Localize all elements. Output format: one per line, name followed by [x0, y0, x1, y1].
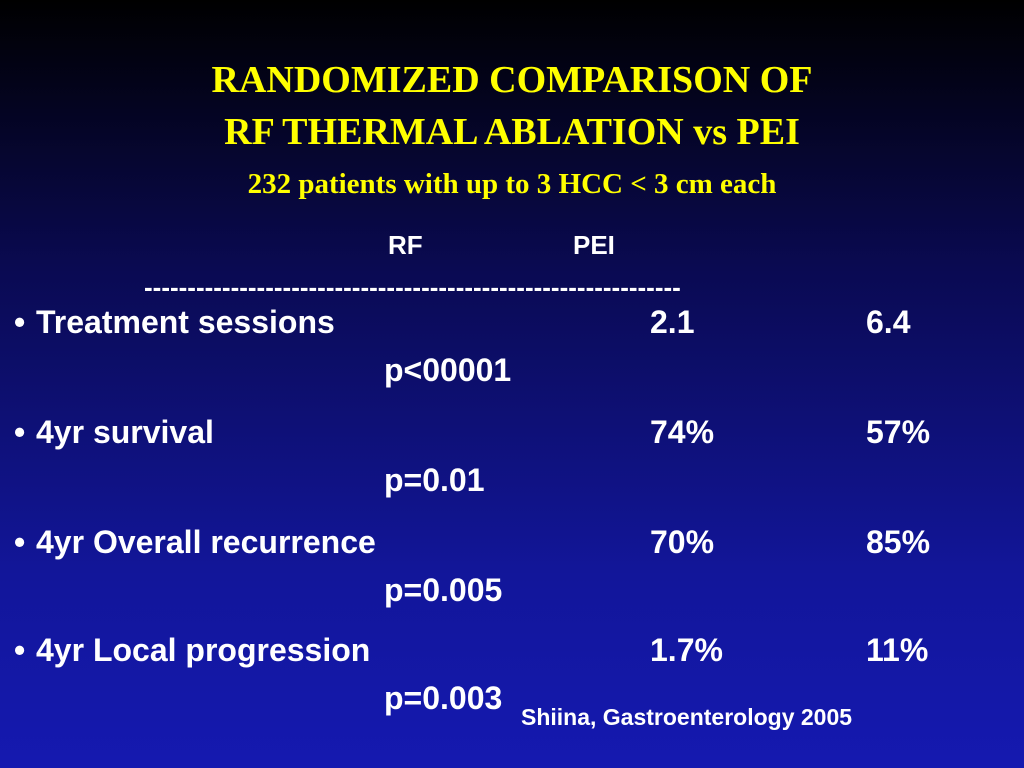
- row-label: 4yr Overall recurrence: [36, 524, 376, 560]
- table-row: • 4yr Overall recurrence 70% 85% p=0.005: [0, 524, 1024, 634]
- pei-value: 57%: [866, 414, 931, 450]
- column-header-rf: RF: [388, 230, 423, 260]
- slide-subtitle: 232 patients with up to 3 HCC < 3 cm eac…: [247, 168, 777, 200]
- rf-value: 74%: [650, 414, 715, 450]
- row-label: Treatment sessions: [36, 304, 335, 340]
- pei-value: 11%: [866, 632, 929, 668]
- bullet-icon: •: [14, 524, 26, 560]
- header-divider: ----------------------------------------…: [144, 272, 681, 302]
- p-value: p=0.01: [384, 462, 485, 498]
- rf-value: 70%: [650, 524, 715, 560]
- p-value: p=0.005: [384, 572, 503, 608]
- row-label: 4yr Local progression: [36, 632, 371, 668]
- bullet-icon: •: [14, 304, 26, 340]
- citation: Shiina, Gastroenterology 2005: [521, 704, 853, 730]
- rf-value: 1.7%: [650, 632, 723, 668]
- table-row: • 4yr survival 74% 57% p=0.01: [0, 414, 1024, 524]
- slide-title-line-2: RF THERMAL ABLATION vs PEI: [224, 111, 800, 153]
- slide-title-line-1: RANDOMIZED COMPARISON OF: [211, 59, 813, 101]
- p-value: p<00001: [384, 352, 512, 388]
- rf-value: 2.1: [650, 304, 695, 340]
- bullet-icon: •: [14, 414, 26, 450]
- p-value: p=0.003: [384, 680, 503, 716]
- pei-value: 6.4: [866, 304, 911, 340]
- column-header-pei: PEI: [573, 230, 615, 260]
- bullet-icon: •: [14, 632, 26, 668]
- pei-value: 85%: [866, 524, 931, 560]
- row-label: 4yr survival: [36, 414, 214, 450]
- table-row: • 4yr Local progression 1.7% 11% p=0.003: [0, 632, 1024, 742]
- table-row: • Treatment sessions 2.1 6.4 p<00001: [0, 304, 1024, 414]
